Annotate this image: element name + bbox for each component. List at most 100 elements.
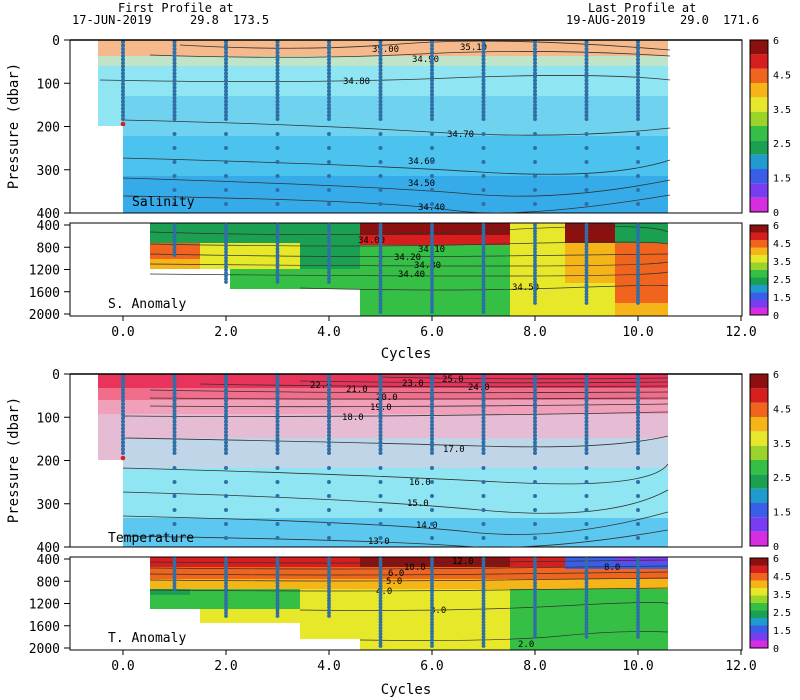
profile-dot	[172, 381, 177, 385]
profile-dot	[121, 426, 125, 431]
profile-dot	[636, 271, 640, 275]
profile-dot	[584, 447, 589, 452]
profile-dot	[378, 632, 383, 636]
profile-dot	[275, 223, 280, 227]
profile-dot	[327, 229, 331, 233]
profile-dot	[636, 64, 640, 69]
profile-dot	[327, 271, 331, 275]
profile-dot	[327, 412, 331, 417]
anomaly-block	[230, 269, 360, 289]
profile-dot	[481, 57, 486, 62]
profile-dot	[224, 277, 228, 281]
profile-dot	[327, 64, 331, 69]
profile-dot	[172, 68, 177, 72]
profile-dot	[481, 423, 486, 427]
colorbar-tick-label: 4.5	[773, 572, 791, 583]
profile-dot	[327, 40, 331, 44]
profile-dot	[121, 89, 125, 93]
profile-dot	[378, 447, 383, 452]
profile-dot	[172, 241, 177, 245]
profile-dot	[430, 581, 434, 585]
profile-dot	[636, 557, 640, 561]
profile-dot	[481, 440, 486, 445]
profile-dot	[636, 384, 640, 389]
first-profile-lon: 173.5	[233, 13, 269, 27]
profile-dot	[172, 78, 177, 83]
profile-dot	[481, 188, 486, 192]
profile-dot	[224, 377, 228, 382]
profile-dot	[121, 117, 125, 121]
profile-dot	[224, 522, 228, 526]
profile-dot	[378, 54, 383, 58]
contour-label: 34.70	[447, 130, 474, 140]
profile-dot	[636, 265, 640, 269]
profile-dot	[275, 71, 280, 76]
profile-dot	[172, 433, 177, 438]
profile-dot	[584, 238, 589, 242]
profile-dot	[378, 557, 383, 561]
salinity-profile-dots	[120, 40, 640, 206]
profile-dot	[172, 437, 177, 441]
profile-dot	[636, 250, 640, 254]
profile-dot	[636, 247, 640, 251]
y-tick-label: 1600	[29, 286, 60, 301]
profile-dot	[636, 391, 640, 396]
profile-dot	[584, 480, 589, 484]
profile-dot	[533, 426, 537, 431]
profile-dot	[327, 132, 331, 136]
profile-dot	[481, 43, 486, 48]
profile-dot	[636, 117, 640, 121]
profile-dot	[430, 238, 434, 242]
contour-label: 4.0	[376, 587, 392, 597]
colorbar-segment	[750, 460, 768, 475]
profile-dot	[275, 590, 280, 594]
profile-dot	[481, 409, 486, 413]
profile-dot	[584, 283, 589, 287]
profile-dot	[224, 374, 228, 378]
profile-dot	[430, 508, 434, 512]
profile-dot	[275, 89, 280, 93]
profile-dot	[378, 608, 383, 612]
contour-line	[379, 376, 669, 380]
profile-dot	[275, 262, 280, 266]
contour-line	[199, 383, 669, 388]
profile-dot	[430, 277, 434, 281]
profile-dot	[481, 620, 486, 624]
profile-dot	[275, 566, 280, 570]
profile-dot	[327, 572, 331, 576]
x-tick-label: 12.0	[725, 325, 756, 340]
profile-dot	[430, 202, 434, 206]
profile-dot	[121, 47, 125, 51]
profile-dot	[121, 405, 125, 410]
profile-dot	[584, 587, 589, 591]
profile-dot	[533, 92, 537, 97]
profile-dot	[378, 146, 383, 150]
profile-dot	[327, 398, 331, 403]
profile-dot	[636, 75, 640, 79]
colorbar-segment	[750, 588, 768, 596]
profile-dot	[172, 247, 177, 251]
profile-dot	[275, 50, 280, 55]
contour-label: 16.0	[409, 478, 431, 488]
profile-dot	[533, 466, 537, 470]
profile-dot	[481, 416, 486, 420]
profile-dot	[481, 508, 486, 512]
profile-dot	[636, 626, 640, 630]
profile-dot	[481, 451, 486, 455]
profile-dot	[378, 132, 383, 136]
profile-dot	[121, 412, 125, 417]
profile-dot	[636, 82, 640, 86]
profile-dot	[430, 78, 434, 83]
profile-dot	[224, 253, 228, 257]
profile-dot	[224, 89, 228, 93]
profile-dot	[378, 232, 383, 236]
profile-dot	[327, 117, 331, 121]
profile-dot	[584, 578, 589, 582]
profile-dot	[533, 626, 537, 630]
profile-dot	[275, 202, 280, 206]
contour-label: 34.60	[408, 157, 435, 167]
profile-dot	[121, 64, 125, 69]
profile-dot	[224, 430, 228, 434]
profile-dot	[172, 522, 177, 526]
colorbar-segment	[750, 270, 768, 278]
